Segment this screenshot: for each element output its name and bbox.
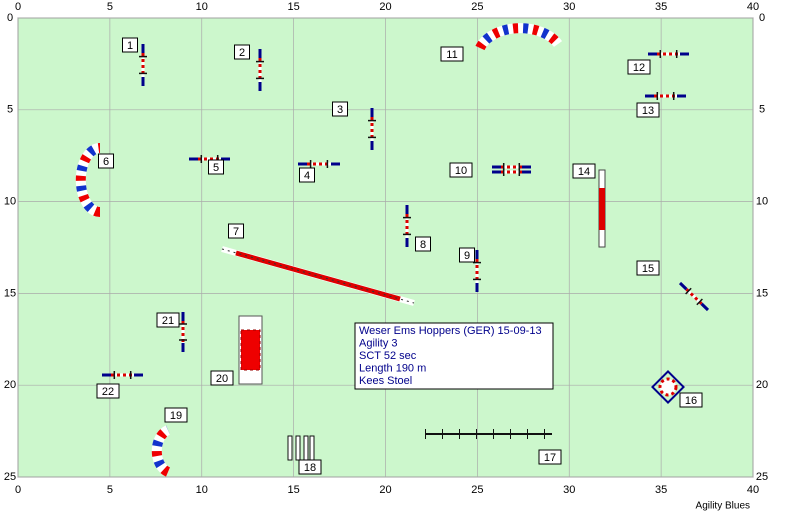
label-box xyxy=(122,37,138,53)
label-box xyxy=(96,383,120,399)
label-box xyxy=(627,59,651,75)
broad-jump xyxy=(287,435,315,461)
label-box xyxy=(572,163,596,179)
y-tick-label: 5 xyxy=(7,104,13,116)
label-box xyxy=(156,312,180,328)
obstacle-number: 9 xyxy=(464,250,470,262)
x-tick-label: 30 xyxy=(563,484,575,496)
obstacle-number: 7 xyxy=(233,226,239,238)
y-tick-label: 10 xyxy=(756,196,768,208)
y-tick-label: 15 xyxy=(756,287,768,299)
jump-pole xyxy=(685,287,692,295)
x-tick-label: 10 xyxy=(196,484,208,496)
x-tick-label: 20 xyxy=(379,1,391,13)
obstacle-number: 19 xyxy=(170,410,182,422)
x-tick-label: 15 xyxy=(288,484,300,496)
label-box xyxy=(164,407,188,423)
obstacle-number: 1 xyxy=(127,40,133,52)
x-tick-label: 10 xyxy=(196,1,208,13)
jump-wing xyxy=(700,302,710,312)
jump-pole xyxy=(696,298,703,306)
obstacle-number: 16 xyxy=(685,395,697,407)
x-tick-label: 35 xyxy=(655,484,667,496)
info-line: Agility 3 xyxy=(359,337,398,349)
obstacle-number: 15 xyxy=(642,263,654,275)
footer: Agility Blues xyxy=(696,501,750,512)
jump-wing xyxy=(678,281,688,291)
y-tick-label: 10 xyxy=(4,196,16,208)
x-tick-label: 5 xyxy=(107,1,113,13)
label-box xyxy=(415,236,431,252)
obstacle-number: 22 xyxy=(102,386,114,398)
tunnel xyxy=(75,143,101,217)
x-tick-label: 0 xyxy=(15,484,21,496)
label-box xyxy=(298,459,322,475)
y-tick-label: 25 xyxy=(4,471,16,483)
x-tick-label: 40 xyxy=(747,1,759,13)
obstacle-number: 21 xyxy=(162,315,174,327)
wall xyxy=(599,188,605,230)
obstacle-number: 13 xyxy=(642,105,654,117)
x-tick-label: 25 xyxy=(471,484,483,496)
label-box xyxy=(459,247,475,263)
labels: 12345678910111213141516171819202122Weser… xyxy=(96,37,750,512)
obstacle-number: 17 xyxy=(544,452,556,464)
x-tick-label: 25 xyxy=(471,1,483,13)
a-frame xyxy=(240,329,261,371)
label-box xyxy=(98,153,114,169)
obstacle-number: 11 xyxy=(446,49,457,61)
x-tick-label: 30 xyxy=(563,1,575,13)
obstacle-number: 8 xyxy=(420,239,426,251)
label-box xyxy=(679,392,703,408)
x-tick-label: 35 xyxy=(655,1,667,13)
label-box xyxy=(228,223,244,239)
y-tick-label: 20 xyxy=(756,379,768,391)
tunnel xyxy=(475,23,563,51)
x-tick-label: 5 xyxy=(107,484,113,496)
label-box xyxy=(636,102,660,118)
tunnel xyxy=(151,425,171,477)
obstacle-number: 3 xyxy=(337,104,343,116)
obstacle-number: 18 xyxy=(304,462,316,474)
y-tick-label: 20 xyxy=(4,379,16,391)
info-line: SCT 52 sec xyxy=(359,350,417,362)
obstacle-number: 12 xyxy=(633,62,645,74)
y-tick-label: 0 xyxy=(7,12,13,24)
y-tick-label: 5 xyxy=(759,104,765,116)
y-tick-label: 0 xyxy=(759,12,765,24)
label-box xyxy=(440,46,464,62)
obstacle-number: 10 xyxy=(455,165,467,177)
label-box xyxy=(210,370,234,386)
info-box xyxy=(354,322,554,390)
x-tick-label: 15 xyxy=(288,1,300,13)
info-line: Kees Stoel xyxy=(359,375,412,387)
x-tick-label: 20 xyxy=(379,484,391,496)
x-tick-label: 0 xyxy=(15,1,21,13)
table xyxy=(651,370,685,404)
table xyxy=(658,377,678,397)
obstacles xyxy=(75,23,710,477)
info-line: Length 190 m xyxy=(359,362,426,374)
obstacle-number: 20 xyxy=(216,373,228,385)
y-tick-label: 15 xyxy=(4,287,16,299)
info-line: Weser Ems Hoppers (GER) 15-09-13 xyxy=(359,325,542,337)
label-box xyxy=(332,101,348,117)
tunnel xyxy=(75,143,101,217)
jump-bar xyxy=(685,288,703,305)
label-box xyxy=(208,159,224,175)
label-box xyxy=(538,449,562,465)
x-tick-label: 40 xyxy=(747,484,759,496)
y-tick-label: 25 xyxy=(756,471,768,483)
obstacle-number: 5 xyxy=(213,162,219,174)
obstacle-number: 2 xyxy=(239,47,245,59)
obstacle-number: 4 xyxy=(304,170,310,182)
obstacle-number: 6 xyxy=(103,156,109,168)
label-box xyxy=(234,44,250,60)
obstacle-number: 14 xyxy=(578,166,590,178)
label-box xyxy=(449,162,473,178)
label-box xyxy=(636,260,660,276)
label-box xyxy=(299,167,315,183)
